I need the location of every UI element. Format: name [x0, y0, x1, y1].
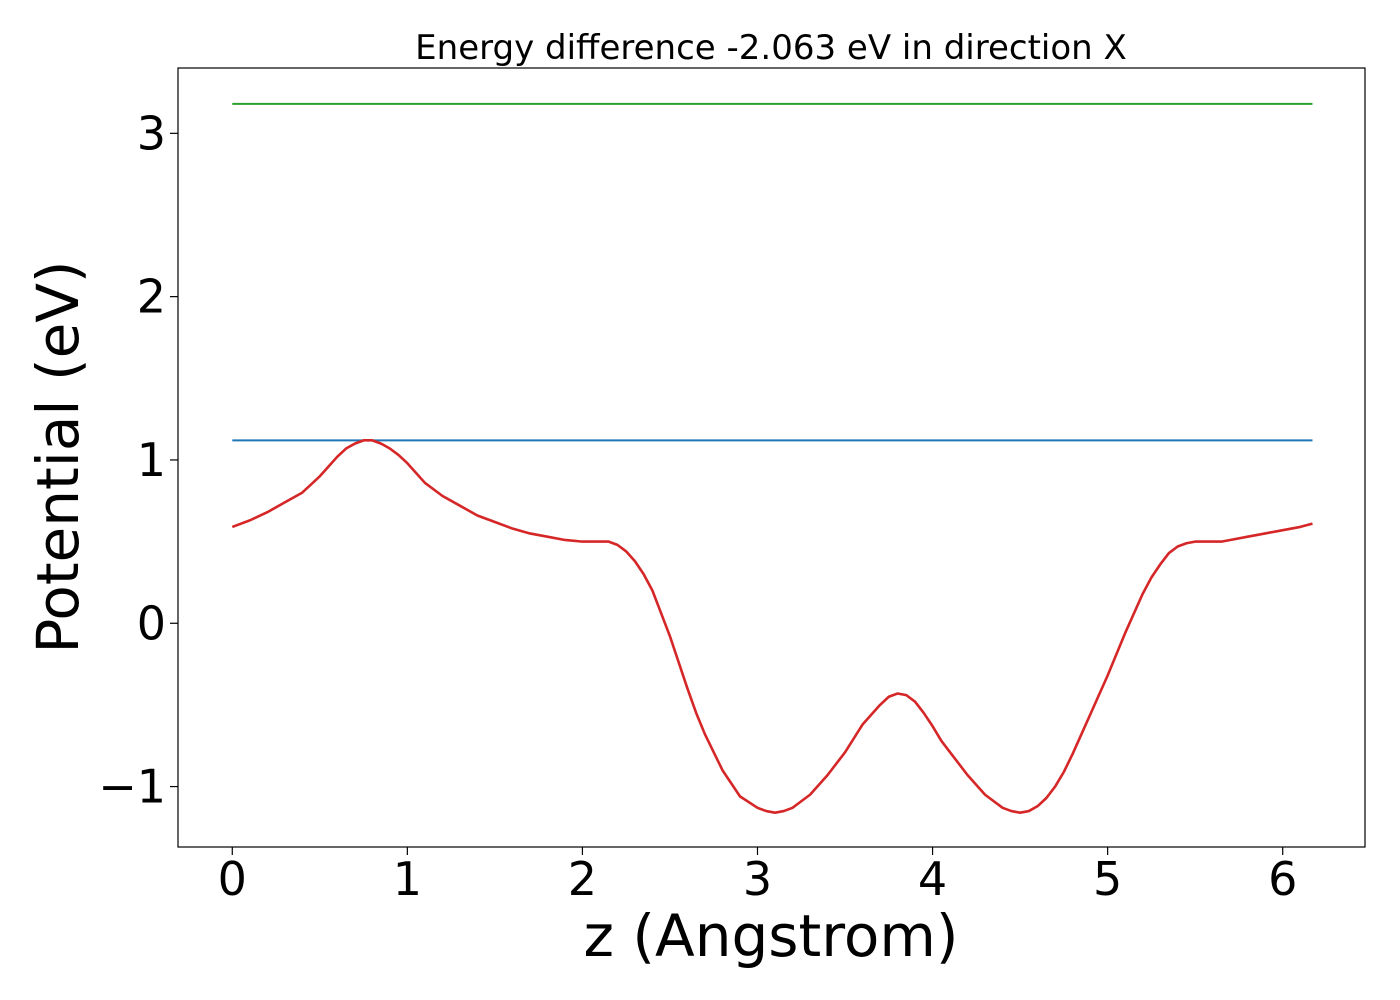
- x-tick-label: 1: [393, 852, 422, 906]
- y-tick-label: −1: [98, 760, 166, 814]
- y-tick-label: 1: [137, 433, 166, 487]
- series-line-2: [231, 439, 1313, 815]
- x-axis-label: z (Angstrom): [584, 902, 959, 970]
- x-tick-label: 2: [568, 852, 597, 906]
- y-tick-label: 3: [137, 106, 166, 160]
- x-tick-label: 6: [1268, 852, 1297, 906]
- x-tick-label: 0: [218, 852, 247, 906]
- x-axis: 0 1 2 3 4 5 6: [218, 847, 1297, 906]
- x-tick-label: 5: [1093, 852, 1122, 906]
- series-layer: [231, 102, 1313, 815]
- y-tick-label: 0: [137, 596, 166, 650]
- plot-frame: [177, 67, 1366, 848]
- x-tick-label: 3: [743, 852, 772, 906]
- x-tick-label: 4: [918, 852, 947, 906]
- y-axis-label: Potential (eV): [24, 260, 92, 653]
- y-tick-label: 2: [137, 270, 166, 324]
- chart-title: Energy difference -2.063 eV in direction…: [415, 28, 1127, 68]
- y-axis: −1 0 1 2 3: [98, 106, 178, 814]
